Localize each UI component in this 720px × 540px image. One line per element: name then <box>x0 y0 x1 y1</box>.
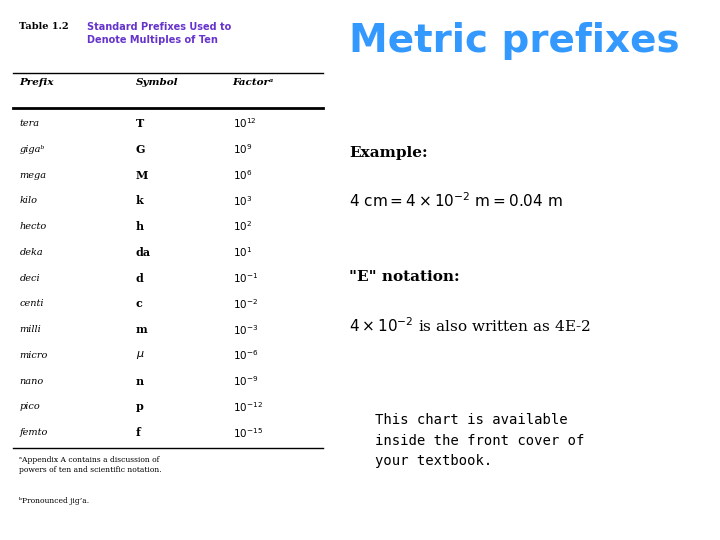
Text: ᵇPronounced jig’a.: ᵇPronounced jig’a. <box>19 497 89 505</box>
Text: $10^{3}$: $10^{3}$ <box>233 194 252 208</box>
Text: $10^{6}$: $10^{6}$ <box>233 168 252 182</box>
Text: kilo: kilo <box>19 197 37 205</box>
Text: Standard Prefixes Used to
Denote Multiples of Ten: Standard Prefixes Used to Denote Multipl… <box>87 22 231 45</box>
Text: This chart is available
inside the front cover of
your textbook.: This chart is available inside the front… <box>374 413 584 468</box>
Text: tera: tera <box>19 119 40 128</box>
Text: gigaᵇ: gigaᵇ <box>19 145 45 154</box>
Text: nano: nano <box>19 376 44 386</box>
Text: pico: pico <box>19 402 40 411</box>
Text: milli: milli <box>19 325 41 334</box>
Text: $10^{-3}$: $10^{-3}$ <box>233 323 258 336</box>
Text: G: G <box>135 144 145 155</box>
Text: n: n <box>135 376 144 387</box>
Text: Factorᵃ: Factorᵃ <box>233 78 274 87</box>
Text: $10^{9}$: $10^{9}$ <box>233 143 252 156</box>
Text: $4 \times 10^{-2}$ is also written as 4E-2: $4 \times 10^{-2}$ is also written as 4E… <box>349 316 590 335</box>
Text: mega: mega <box>19 171 47 180</box>
Text: deci: deci <box>19 274 40 282</box>
Text: deka: deka <box>19 248 43 257</box>
Text: $\mu$: $\mu$ <box>135 349 145 361</box>
Text: k: k <box>135 195 143 206</box>
Text: d: d <box>135 273 143 284</box>
Text: $10^{-1}$: $10^{-1}$ <box>233 271 258 285</box>
Text: Prefix: Prefix <box>19 78 54 87</box>
Text: Example:: Example: <box>349 146 428 160</box>
Text: femto: femto <box>19 428 48 437</box>
Text: $10^{-2}$: $10^{-2}$ <box>233 297 258 310</box>
Text: Symbol: Symbol <box>135 78 179 87</box>
Text: micro: micro <box>19 351 48 360</box>
Text: T: T <box>135 118 144 129</box>
Text: "E" notation:: "E" notation: <box>349 270 459 284</box>
Text: M: M <box>135 170 148 180</box>
Text: $10^{1}$: $10^{1}$ <box>233 246 252 259</box>
Text: m: m <box>135 324 148 335</box>
Text: Metric prefixes: Metric prefixes <box>349 22 680 59</box>
Text: $10^{-6}$: $10^{-6}$ <box>233 348 258 362</box>
Text: Table 1.2: Table 1.2 <box>19 22 69 31</box>
Text: da: da <box>135 247 150 258</box>
Text: hecto: hecto <box>19 222 47 231</box>
Text: c: c <box>135 299 143 309</box>
Text: p: p <box>135 401 143 413</box>
Text: ᵃAppendix A contains a discussion of
powers of ten and scientific notation.: ᵃAppendix A contains a discussion of pow… <box>19 456 162 474</box>
Text: $10^{12}$: $10^{12}$ <box>233 117 256 131</box>
Text: $10^{-12}$: $10^{-12}$ <box>233 400 262 414</box>
Text: h: h <box>135 221 144 232</box>
Text: centi: centi <box>19 299 44 308</box>
Text: $4 \mathrm{\ cm} = 4 \times 10^{-2} \mathrm{\ m} = 0.04 \mathrm{\ m}$: $4 \mathrm{\ cm} = 4 \times 10^{-2} \mat… <box>349 192 562 211</box>
Text: $10^{-15}$: $10^{-15}$ <box>233 426 263 440</box>
Text: $10^{2}$: $10^{2}$ <box>233 220 252 233</box>
Text: f: f <box>135 427 140 438</box>
Text: $10^{-9}$: $10^{-9}$ <box>233 374 258 388</box>
